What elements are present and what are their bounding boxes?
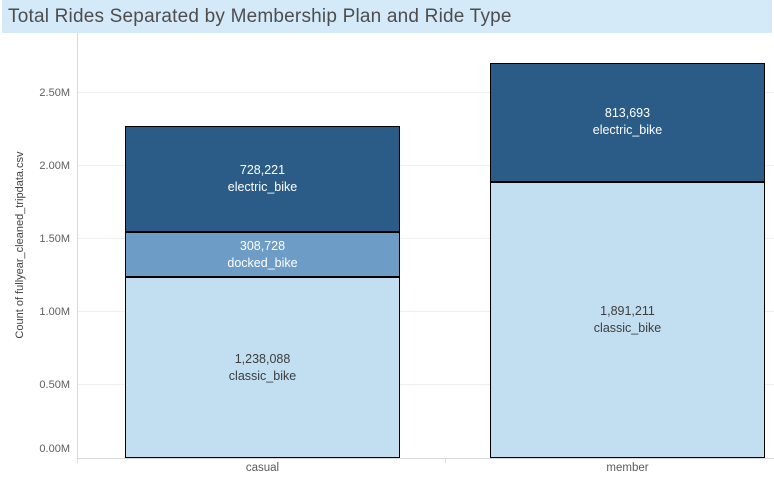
gridline (78, 383, 774, 385)
chart-title: Total Rides Separated by Membership Plan… (8, 5, 512, 27)
y-tick-label: 0.00M (39, 443, 70, 455)
bar-value-label: 728,221 (239, 162, 286, 177)
y-axis-line (77, 33, 78, 463)
y-tick-label: 2.00M (39, 159, 70, 172)
bar-series-label: docked_bike (227, 255, 298, 270)
y-tick-label: 0.50M (39, 378, 70, 391)
y-tick-label: 1.00M (39, 305, 70, 318)
bar-segment-casual-electric_bike[interactable]: 728,221 electric_bike (125, 125, 400, 233)
bar-segment-member-classic_bike[interactable]: 1,891,211 classic_bike (490, 181, 765, 458)
bar-series-label: electric_bike (227, 179, 298, 194)
gridline (78, 91, 774, 93)
bar-series-label: classic_bike (228, 368, 297, 383)
bar-segment-casual-docked_bike[interactable]: 308,728 docked_bike (125, 232, 400, 278)
gridline (78, 164, 774, 166)
bar-value-label: 1,238,088 (234, 351, 291, 366)
x-axis-line (77, 458, 774, 459)
y-tick-label: 1.50M (39, 232, 70, 245)
plot-area: 1,238,088 classic_bike 308,728 docked_bike 7… (78, 33, 774, 458)
bar-value-label: 1,891,211 (600, 303, 655, 318)
gridline (78, 310, 774, 312)
bar-segment-casual-classic_bike[interactable]: 1,238,088 classic_bike (125, 277, 400, 458)
bar-value-label: 813,693 (604, 106, 651, 121)
y-tick-label: 2.50M (39, 86, 70, 99)
x-axis-label-casual[interactable]: casual (245, 462, 280, 474)
x-axis-band-tick (445, 458, 446, 463)
bar-series-label: classic_bike (593, 320, 662, 335)
chart-title-banner: Total Rides Separated by Membership Plan… (2, 0, 772, 33)
bar-series-label: electric_bike (592, 123, 663, 138)
gridline (78, 237, 774, 239)
bar-segment-member-electric_bike[interactable]: 813,693 electric_bike (490, 62, 765, 182)
x-axis-label-member[interactable]: member (606, 462, 649, 474)
bar-value-label: 308,728 (239, 238, 286, 253)
